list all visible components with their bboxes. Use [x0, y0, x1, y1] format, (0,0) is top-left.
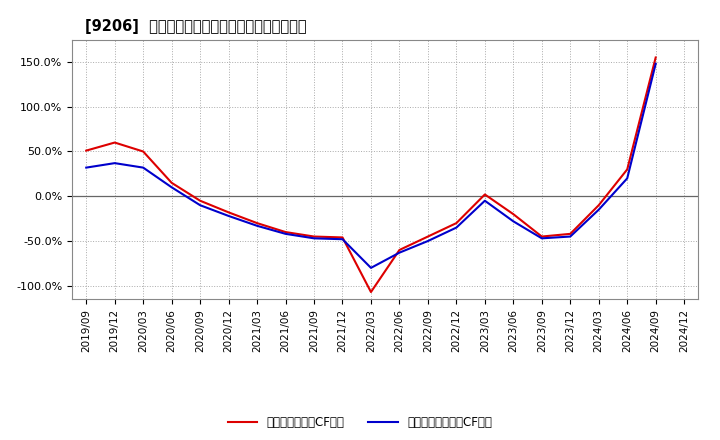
有利子負債営業CF比率: [196, 198, 204, 203]
有利子負債フリーCF比率: [310, 236, 318, 241]
有利子負債営業CF比率: [167, 180, 176, 186]
有利子負債営業CF比率: [652, 55, 660, 60]
有利子負債フリーCF比率: [537, 236, 546, 241]
有利子負債営業CF比率: [595, 202, 603, 208]
有利子負債フリーCF比率: [423, 238, 432, 244]
有利子負債フリーCF比率: [196, 202, 204, 208]
有利子負債営業CF比率: [366, 290, 375, 295]
有利子負債フリーCF比率: [509, 219, 518, 224]
有利子負債営業CF比率: [82, 148, 91, 153]
Legend: 有利子負債営業CF比率, 有利子負債フリーCF比率: 有利子負債営業CF比率, 有利子負債フリーCF比率: [223, 412, 497, 434]
有利子負債営業CF比率: [537, 234, 546, 239]
有利子負債営業CF比率: [452, 220, 461, 226]
有利子負債フリーCF比率: [452, 225, 461, 230]
有利子負債フリーCF比率: [338, 237, 347, 242]
Line: 有利子負債フリーCF比率: 有利子負債フリーCF比率: [86, 64, 656, 268]
有利子負債フリーCF比率: [139, 165, 148, 170]
有利子負債フリーCF比率: [566, 234, 575, 239]
有利子負債営業CF比率: [480, 192, 489, 197]
有利子負債営業CF比率: [566, 231, 575, 236]
有利子負債フリーCF比率: [225, 213, 233, 219]
有利子負債営業CF比率: [253, 220, 261, 226]
有利子負債フリーCF比率: [253, 223, 261, 228]
Line: 有利子負債営業CF比率: 有利子負債営業CF比率: [86, 58, 656, 292]
有利子負債フリーCF比率: [110, 161, 119, 166]
有利子負債営業CF比率: [509, 212, 518, 217]
有利子負債フリーCF比率: [480, 198, 489, 203]
有利子負債営業CF比率: [423, 234, 432, 239]
有利子負債フリーCF比率: [623, 176, 631, 181]
有利子負債フリーCF比率: [366, 265, 375, 271]
有利子負債フリーCF比率: [652, 61, 660, 66]
有利子負債営業CF比率: [623, 167, 631, 172]
有利子負債フリーCF比率: [167, 185, 176, 190]
有利子負債営業CF比率: [395, 247, 404, 253]
有利子負債フリーCF比率: [395, 250, 404, 255]
有利子負債営業CF比率: [225, 210, 233, 215]
有利子負債営業CF比率: [282, 229, 290, 235]
Text: [9206]  有利子負債キャッシュフロー比率の推移: [9206] 有利子負債キャッシュフロー比率の推移: [84, 19, 306, 34]
有利子負債フリーCF比率: [82, 165, 91, 170]
有利子負債フリーCF比率: [282, 231, 290, 236]
有利子負債営業CF比率: [139, 149, 148, 154]
有利子負債フリーCF比率: [595, 207, 603, 213]
有利子負債営業CF比率: [338, 235, 347, 240]
有利子負債営業CF比率: [310, 234, 318, 239]
有利子負債営業CF比率: [110, 140, 119, 145]
